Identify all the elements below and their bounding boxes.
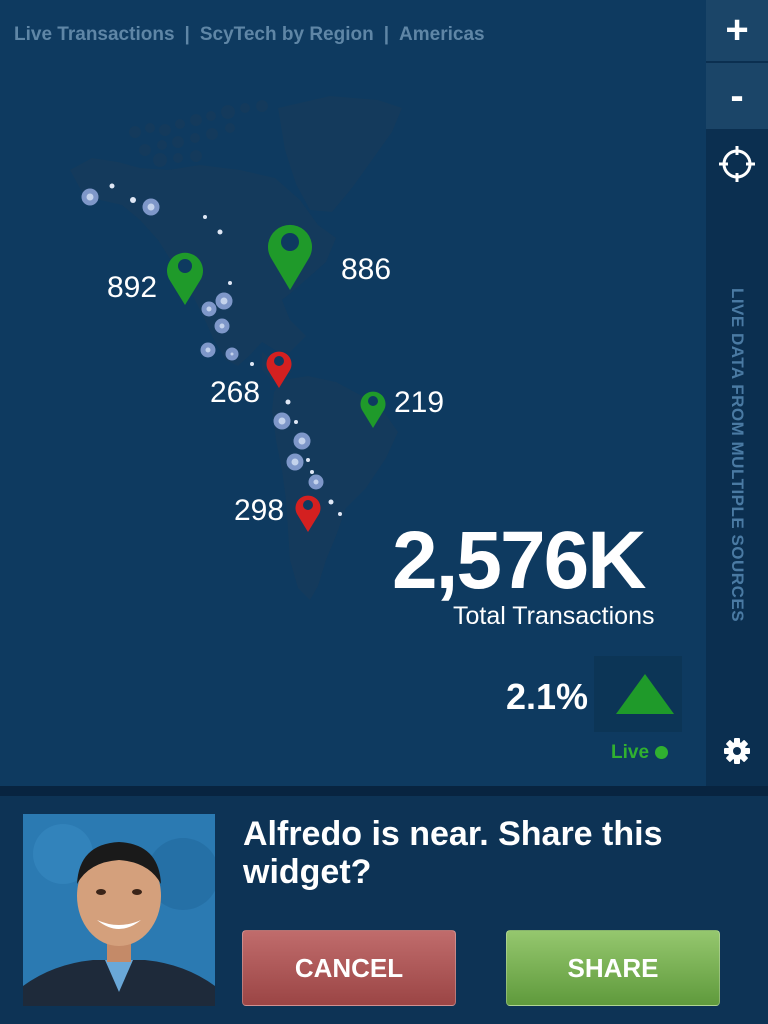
change-percent: 2.1% [506, 676, 589, 717]
gear-icon [724, 738, 750, 764]
triangle-up-icon [616, 674, 674, 714]
americas-map [81, 183, 386, 532]
crosshair-icon [719, 146, 755, 182]
settings-button[interactable] [706, 718, 768, 784]
marker-value: 886 [341, 253, 392, 286]
cancel-button[interactable]: CANCEL [242, 930, 456, 1006]
locate-button[interactable] [706, 131, 768, 197]
section-divider [0, 786, 768, 796]
marker-value: 268 [210, 376, 261, 409]
map-pin-icon [360, 391, 386, 428]
share-button[interactable]: SHARE [506, 930, 720, 1006]
avatar [23, 814, 215, 1006]
marker-value: 219 [394, 386, 445, 419]
breadcrumb-item-americas[interactable]: Americas [399, 24, 485, 45]
map-pin-icon [266, 351, 292, 388]
share-prompt-message: Alfredo is near. Share this widget? [243, 815, 663, 891]
person-photo [23, 814, 215, 1006]
live-data-label: LIVE DATA FROM MULTIPLE SOURCES [706, 200, 768, 710]
breadcrumb-separator: | [184, 24, 190, 45]
live-indicator: Live [611, 742, 669, 764]
breadcrumb-item-scytech-by-region[interactable]: ScyTech by Region [199, 24, 374, 45]
live-data-text: LIVE DATA FROM MULTIPLE SOURCES [728, 287, 747, 623]
map-pin-icon [295, 495, 321, 532]
live-label: Live [611, 742, 650, 763]
map-pin-icon [268, 224, 312, 290]
marker-value: 298 [234, 494, 285, 527]
live-dot-icon [655, 746, 669, 760]
breadcrumb: Live Transactions | ScyTech by Region | Amer… [14, 24, 485, 46]
map-sidebar: + - LIVE DATA FROM MULTIPLE SOURCES [706, 0, 768, 786]
zoom-out-button[interactable]: - [706, 63, 768, 129]
breadcrumb-item-live-transactions[interactable]: Live Transactions [14, 24, 175, 45]
map-pin-icon [167, 252, 203, 305]
trend-indicator [594, 656, 682, 732]
breadcrumb-separator: | [383, 24, 390, 45]
marker-value: 892 [107, 271, 158, 304]
map-panel: Live Transactions | ScyTech by Region | Amer… [0, 0, 706, 786]
total-transactions-label: Total Transactions [453, 602, 655, 630]
total-transactions-value: 2,576K [392, 515, 646, 606]
zoom-in-button[interactable]: + [706, 0, 768, 61]
